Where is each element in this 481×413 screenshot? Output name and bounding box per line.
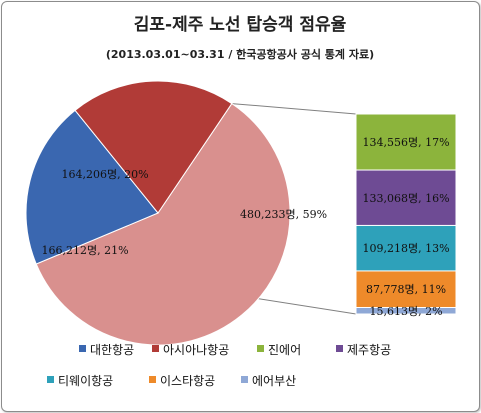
legend-label-0: 대한항공: [90, 343, 134, 357]
bar-segment-label-2: 109,218명, 13%: [362, 242, 449, 255]
legend-swatch-0: [79, 345, 86, 352]
chart-title: 김포-제주 노선 탑승객 점유율: [134, 14, 347, 35]
legend-swatch-5: [149, 376, 156, 383]
legend-label-5: 이스타항공: [160, 374, 215, 388]
pie-slice-2: [35, 102, 291, 346]
chart-subtitle: (2013.03.01~03.31 / 한국공항공사 공식 통계 자료): [106, 47, 374, 61]
legend-swatch-1: [152, 345, 159, 352]
legend-label-3: 제주항공: [347, 343, 391, 357]
bar-segment-4: [355, 307, 457, 315]
legend-swatch-6: [241, 376, 248, 383]
pie-slice-label-2: 480,233명, 59%: [240, 208, 327, 221]
bar-segment-label-0: 134,556명, 17%: [362, 136, 449, 149]
legend-label-2: 진에어: [268, 343, 301, 357]
pie-slice-label-0: 166,212명, 21%: [41, 244, 128, 257]
legend-label-4: 티웨이항공: [58, 374, 113, 388]
bar-segment-label-1: 133,068명, 16%: [362, 192, 449, 205]
bar-segment-label-4: 15,613명, 2%: [369, 305, 442, 318]
bar-segment-2: [355, 224, 457, 272]
pie-slice-0: [25, 109, 159, 265]
pie-slice-label-1: 164,206명, 20%: [61, 168, 148, 181]
connector-line-top: [231, 103, 357, 115]
pie-slice-1: [74, 80, 233, 214]
legend-swatch-2: [257, 345, 264, 352]
legend-swatch-3: [336, 345, 343, 352]
bar-segment-0: [355, 113, 457, 171]
legend-label-1: 아시아나항공: [163, 343, 229, 357]
bar-segment-label-3: 87,778명, 11%: [366, 283, 446, 296]
legend-label-6: 에어부산: [252, 374, 296, 388]
legend-swatch-4: [47, 376, 54, 383]
